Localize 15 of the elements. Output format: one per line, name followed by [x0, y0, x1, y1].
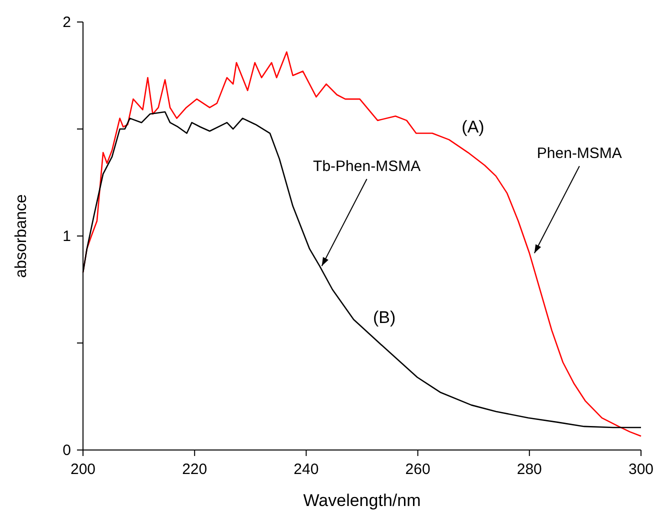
y-tick-label: 2 [62, 14, 71, 31]
x-tick-label: 260 [405, 461, 430, 478]
y-tick-label: 0 [62, 442, 71, 459]
annotation: Phen-MSMA [536, 145, 622, 162]
x-tick-label: 280 [516, 461, 542, 478]
annotation: Tb-Phen-MSMA [313, 158, 421, 175]
x-axis-title: Wavelength/nm [303, 491, 421, 510]
x-tick-label: 200 [70, 461, 96, 478]
x-tick-label: 220 [182, 461, 208, 478]
x-tick-label: 240 [294, 461, 319, 478]
series-label: (A) [462, 118, 484, 137]
series-label: (B) [372, 308, 396, 327]
y-tick-label: 1 [62, 228, 71, 245]
x-tick-label: 300 [628, 461, 654, 478]
y-axis-title: absorbance [13, 194, 30, 278]
